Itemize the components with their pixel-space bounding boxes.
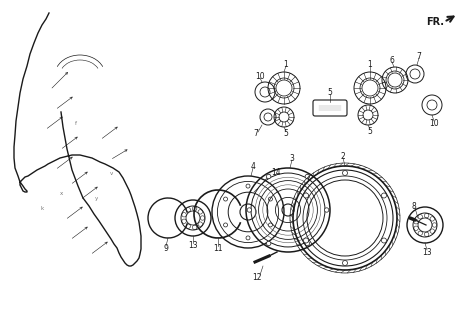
Circle shape [224, 223, 227, 227]
Text: x: x [60, 191, 63, 196]
Text: 3: 3 [290, 154, 294, 163]
Text: 13: 13 [188, 241, 198, 250]
Text: 7: 7 [253, 129, 259, 138]
Text: 5: 5 [284, 129, 288, 138]
Text: 8: 8 [412, 202, 416, 211]
Text: f: f [75, 121, 77, 126]
Circle shape [381, 193, 386, 198]
Circle shape [305, 241, 310, 246]
Circle shape [381, 238, 386, 243]
Text: 6: 6 [390, 55, 394, 65]
Text: 14: 14 [271, 167, 281, 177]
Text: 11: 11 [213, 244, 223, 252]
Text: 13: 13 [422, 247, 432, 257]
Circle shape [224, 197, 227, 201]
Circle shape [247, 208, 252, 212]
Text: 1: 1 [284, 60, 288, 68]
Circle shape [246, 184, 250, 188]
Circle shape [304, 238, 309, 243]
FancyBboxPatch shape [313, 100, 347, 116]
Text: 12: 12 [252, 273, 262, 282]
Text: 10: 10 [429, 118, 439, 127]
Circle shape [266, 174, 271, 179]
Circle shape [305, 174, 310, 179]
Text: 2: 2 [341, 151, 345, 161]
Text: FR.: FR. [426, 17, 444, 27]
Text: v: v [110, 171, 113, 176]
Text: 9: 9 [164, 244, 168, 252]
Circle shape [325, 208, 329, 212]
Circle shape [343, 260, 347, 266]
Circle shape [343, 171, 347, 175]
Circle shape [304, 193, 309, 198]
Circle shape [246, 236, 250, 240]
Circle shape [266, 241, 271, 246]
Text: 4: 4 [251, 162, 255, 171]
Text: 7: 7 [417, 52, 421, 60]
Text: 10: 10 [255, 71, 265, 81]
Text: 5: 5 [327, 87, 332, 97]
Text: 1: 1 [368, 60, 372, 68]
Text: y: y [95, 196, 98, 201]
Text: k: k [40, 206, 43, 211]
Circle shape [268, 197, 272, 201]
Text: 5: 5 [367, 126, 372, 135]
Circle shape [268, 223, 272, 227]
